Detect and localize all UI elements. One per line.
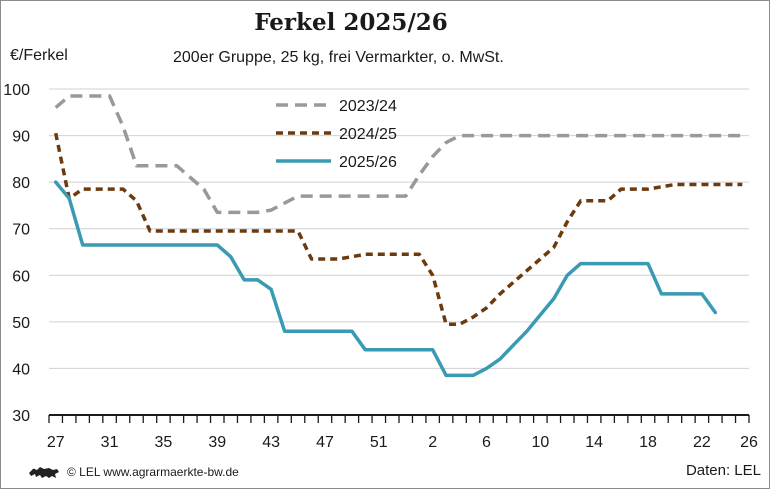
legend: 2023/24 2024/25 2025/26	[276, 98, 397, 171]
x-tick-label: 18	[639, 434, 657, 451]
x-tick-label: 43	[262, 434, 280, 451]
x-tick-label: 14	[585, 434, 603, 451]
legend-label: 2024/25	[339, 126, 397, 143]
chart-subtitle: 200er Gruppe, 25 kg, frei Vermarkter, o.…	[173, 49, 504, 66]
x-tick-label: 26	[740, 434, 758, 451]
y-tick-label: 90	[12, 129, 30, 146]
grid-lines	[49, 88, 749, 369]
x-tick-label: 10	[531, 434, 549, 451]
series-line-2023-24	[54, 94, 743, 215]
series-line-2024-25	[53, 132, 743, 326]
data-source: Daten: LEL	[685, 462, 761, 479]
series-lines	[53, 94, 743, 378]
x-tick-label: 51	[370, 434, 388, 451]
x-tick-label: 27	[47, 434, 65, 451]
y-tick-label: 60	[12, 268, 30, 285]
footer-credit: © LEL www.agrarmaerkte-bw.de	[27, 463, 239, 481]
x-axis: 27 31 35 39 43 47 51 2 6 10 14 18 22 26	[47, 414, 758, 451]
legend-label: 2025/26	[339, 154, 397, 171]
x-tick-label: 39	[208, 434, 226, 451]
y-tick-label: 30	[12, 408, 30, 425]
x-tick-label: 47	[316, 434, 334, 451]
lion-logo-icon	[27, 463, 61, 481]
y-axis-unit-label: €/Ferkel	[10, 47, 68, 64]
y-tick-label: 40	[12, 361, 30, 378]
y-tick-label: 100	[3, 82, 30, 99]
chart-title: Ferkel 2025/26	[254, 9, 448, 36]
x-tick-label: 31	[101, 434, 119, 451]
copyright-text: © LEL www.agrarmaerkte-bw.de	[67, 465, 239, 479]
y-tick-label: 80	[12, 175, 30, 192]
x-tick-label: 22	[693, 434, 711, 451]
legend-label: 2023/24	[339, 98, 397, 115]
x-tick-label: 35	[155, 434, 173, 451]
series-line-2025-26	[53, 180, 718, 378]
x-tick-label: 2	[428, 434, 437, 451]
y-tick-label: 70	[12, 222, 30, 239]
y-tick-label: 50	[12, 315, 30, 332]
x-tick-label: 6	[482, 434, 491, 451]
y-axis: 30 40 50 60 70 80 90 100	[3, 82, 30, 425]
